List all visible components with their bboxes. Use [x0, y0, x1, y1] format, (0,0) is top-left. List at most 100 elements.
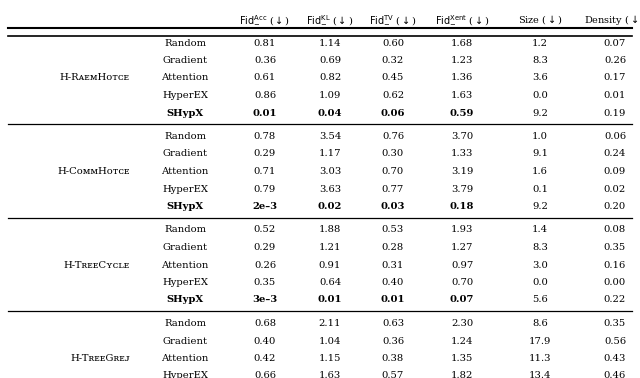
- Text: 0.36: 0.36: [382, 336, 404, 345]
- Text: 0.01: 0.01: [317, 296, 342, 305]
- Text: 2.11: 2.11: [319, 319, 341, 328]
- Text: 0.66: 0.66: [254, 372, 276, 378]
- Text: H-RᴀᴇᴍHᴏᴛᴄᴇ: H-RᴀᴇᴍHᴏᴛᴄᴇ: [60, 73, 130, 82]
- Text: 1.6: 1.6: [532, 167, 548, 176]
- Text: 0.45: 0.45: [382, 73, 404, 82]
- Text: 0.04: 0.04: [317, 108, 342, 118]
- Text: 1.35: 1.35: [451, 354, 473, 363]
- Text: 1.88: 1.88: [319, 226, 341, 234]
- Text: H-TʀᴇᴇGʀᴇᴊ: H-TʀᴇᴇGʀᴇᴊ: [70, 354, 130, 363]
- Text: 0.30: 0.30: [382, 150, 404, 158]
- Text: 0.28: 0.28: [382, 243, 404, 252]
- Text: 3.70: 3.70: [451, 132, 473, 141]
- Text: 0.07: 0.07: [450, 296, 474, 305]
- Text: Attention: Attention: [161, 167, 209, 176]
- Text: 3.03: 3.03: [319, 167, 341, 176]
- Text: 8.6: 8.6: [532, 319, 548, 328]
- Text: 0.00: 0.00: [604, 278, 626, 287]
- Text: 0.56: 0.56: [604, 336, 626, 345]
- Text: 0.79: 0.79: [254, 184, 276, 194]
- Text: 1.4: 1.4: [532, 226, 548, 234]
- Text: Attention: Attention: [161, 260, 209, 270]
- Text: 0.68: 0.68: [254, 319, 276, 328]
- Text: 3.79: 3.79: [451, 184, 473, 194]
- Text: SHypX: SHypX: [166, 202, 204, 211]
- Text: $\mathrm{Fid}^{\mathrm{KL}}_{-}$ ($\downarrow$): $\mathrm{Fid}^{\mathrm{KL}}_{-}$ ($\down…: [307, 13, 354, 27]
- Text: Gradient: Gradient: [163, 336, 207, 345]
- Text: 9.2: 9.2: [532, 108, 548, 118]
- Text: 0.61: 0.61: [254, 73, 276, 82]
- Text: 0.57: 0.57: [382, 372, 404, 378]
- Text: 0.64: 0.64: [319, 278, 341, 287]
- Text: 0.60: 0.60: [382, 39, 404, 48]
- Text: 0.06: 0.06: [381, 108, 405, 118]
- Text: 0.0: 0.0: [532, 91, 548, 100]
- Text: 0.40: 0.40: [382, 278, 404, 287]
- Text: 0.70: 0.70: [382, 167, 404, 176]
- Text: 0.76: 0.76: [382, 132, 404, 141]
- Text: 0.63: 0.63: [382, 319, 404, 328]
- Text: 0.16: 0.16: [604, 260, 626, 270]
- Text: 3.63: 3.63: [319, 184, 341, 194]
- Text: 1.63: 1.63: [319, 372, 341, 378]
- Text: 0.17: 0.17: [604, 73, 626, 82]
- Text: Random: Random: [164, 39, 206, 48]
- Text: 1.0: 1.0: [532, 132, 548, 141]
- Text: 1.63: 1.63: [451, 91, 473, 100]
- Text: 0.32: 0.32: [382, 56, 404, 65]
- Text: 0.08: 0.08: [604, 226, 626, 234]
- Text: 0.19: 0.19: [604, 108, 626, 118]
- Text: 0.35: 0.35: [604, 319, 626, 328]
- Text: 8.3: 8.3: [532, 56, 548, 65]
- Text: 0.35: 0.35: [254, 278, 276, 287]
- Text: 3e–3: 3e–3: [252, 296, 278, 305]
- Text: 1.15: 1.15: [319, 354, 341, 363]
- Text: 0.35: 0.35: [604, 243, 626, 252]
- Text: 0.53: 0.53: [382, 226, 404, 234]
- Text: 1.04: 1.04: [319, 336, 341, 345]
- Text: 0.22: 0.22: [604, 296, 626, 305]
- Text: 0.46: 0.46: [604, 372, 626, 378]
- Text: 9.2: 9.2: [532, 202, 548, 211]
- Text: 3.0: 3.0: [532, 260, 548, 270]
- Text: 1.93: 1.93: [451, 226, 473, 234]
- Text: 1.09: 1.09: [319, 91, 341, 100]
- Text: 0.86: 0.86: [254, 91, 276, 100]
- Text: 0.01: 0.01: [381, 296, 405, 305]
- Text: 11.3: 11.3: [529, 354, 551, 363]
- Text: 0.03: 0.03: [381, 202, 405, 211]
- Text: $\mathrm{Fid}^{\mathrm{Acc}}_{-}$ ($\downarrow$): $\mathrm{Fid}^{\mathrm{Acc}}_{-}$ ($\dow…: [239, 13, 291, 27]
- Text: 0.91: 0.91: [319, 260, 341, 270]
- Text: Density ($\downarrow$): Density ($\downarrow$): [584, 13, 640, 27]
- Text: 0.09: 0.09: [604, 167, 626, 176]
- Text: 0.40: 0.40: [254, 336, 276, 345]
- Text: 1.36: 1.36: [451, 73, 473, 82]
- Text: 17.9: 17.9: [529, 336, 551, 345]
- Text: 0.26: 0.26: [604, 56, 626, 65]
- Text: 9.1: 9.1: [532, 150, 548, 158]
- Text: 0.42: 0.42: [254, 354, 276, 363]
- Text: HyperEX: HyperEX: [162, 372, 208, 378]
- Text: 2e–3: 2e–3: [252, 202, 278, 211]
- Text: 0.26: 0.26: [254, 260, 276, 270]
- Text: 1.21: 1.21: [319, 243, 341, 252]
- Text: 1.82: 1.82: [451, 372, 473, 378]
- Text: 1.14: 1.14: [319, 39, 341, 48]
- Text: 0.18: 0.18: [450, 202, 474, 211]
- Text: Random: Random: [164, 226, 206, 234]
- Text: 1.23: 1.23: [451, 56, 473, 65]
- Text: 0.01: 0.01: [604, 91, 626, 100]
- Text: Gradient: Gradient: [163, 243, 207, 252]
- Text: 0.1: 0.1: [532, 184, 548, 194]
- Text: $\mathrm{Fid}^{\mathrm{TV}}_{-}$ ($\downarrow$): $\mathrm{Fid}^{\mathrm{TV}}_{-}$ ($\down…: [369, 13, 417, 27]
- Text: H-CᴏᴍᴍHᴏᴛᴄᴇ: H-CᴏᴍᴍHᴏᴛᴄᴇ: [58, 167, 130, 176]
- Text: 0.29: 0.29: [254, 243, 276, 252]
- Text: 0.20: 0.20: [604, 202, 626, 211]
- Text: 2.30: 2.30: [451, 319, 473, 328]
- Text: 0.77: 0.77: [382, 184, 404, 194]
- Text: Attention: Attention: [161, 73, 209, 82]
- Text: 1.68: 1.68: [451, 39, 473, 48]
- Text: 0.06: 0.06: [604, 132, 626, 141]
- Text: 13.4: 13.4: [529, 372, 551, 378]
- Text: 0.07: 0.07: [604, 39, 626, 48]
